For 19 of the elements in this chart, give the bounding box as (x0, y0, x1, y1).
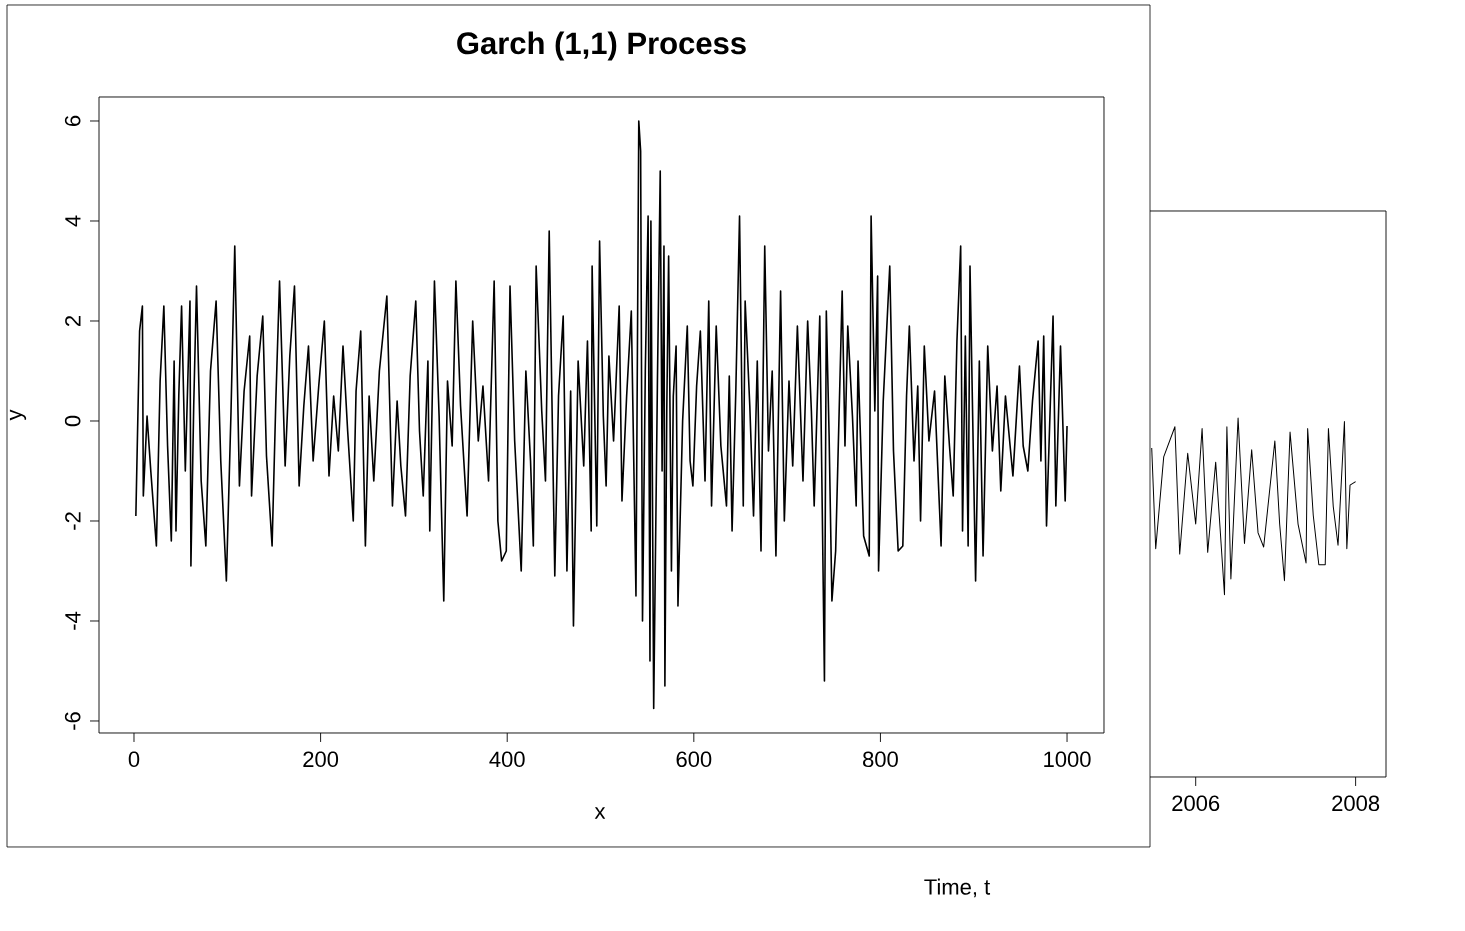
y-axis-title: y (9, 409, 27, 421)
y-tick-label: 0 (64, 415, 81, 427)
y-tick-label: -6 (64, 712, 81, 730)
x-axis-title: Time, t (924, 878, 991, 898)
x-tick-label: 0 (128, 751, 140, 768)
chart-title: Garch (1,1) Process (457, 31, 746, 61)
x-tick-label: 600 (676, 751, 712, 768)
x-tick-label: 1000 (1044, 751, 1091, 768)
x-tick-label: 2008 (1332, 795, 1380, 812)
y-tick-label: -4 (65, 611, 81, 630)
y-tick-label: 4 (65, 215, 81, 227)
x-tick-label: 2006 (1172, 795, 1220, 812)
x-tick-label: 200 (303, 751, 339, 768)
x-tick-label: 800 (863, 751, 898, 768)
y-tick-label: 2 (65, 315, 81, 326)
x-axis-title: x (594, 807, 606, 819)
y-tick-label: 6 (64, 115, 81, 126)
x-tick-label: 400 (489, 751, 525, 768)
y-tick-label: -2 (65, 512, 81, 530)
